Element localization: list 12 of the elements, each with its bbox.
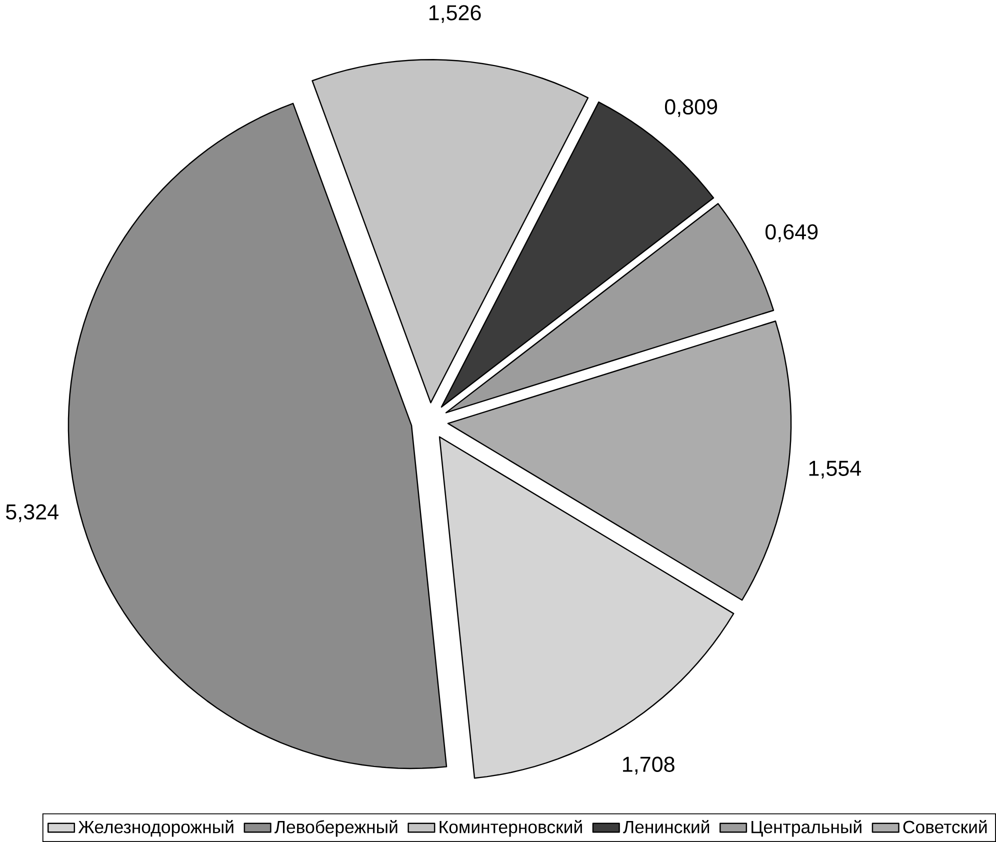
- data-label: 1,554: [809, 460, 861, 478]
- data-label: 1,708: [623, 756, 674, 774]
- legend-label: Ленинский: [623, 820, 710, 834]
- legend-label: Коминтерновский: [440, 820, 582, 837]
- data-label: 1,526: [429, 5, 481, 23]
- legend-label: Левобережный: [274, 820, 398, 837]
- legend-label: Советский: [903, 820, 987, 834]
- data-label: 0,649: [766, 224, 818, 242]
- legend-label: Железнодорожный: [78, 820, 234, 837]
- data-label: 5,324: [6, 504, 58, 522]
- data-label: 0,809: [664, 99, 718, 117]
- legend-label: Центральный: [752, 820, 862, 837]
